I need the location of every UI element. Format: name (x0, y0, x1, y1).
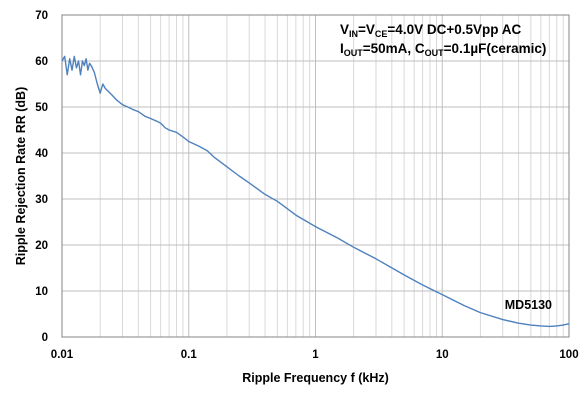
series-line-md5130 (61, 55, 570, 328)
y-axis-title: Ripple Rejection Rate RR (dB) (14, 87, 28, 266)
x-tick-label: 0.1 (181, 349, 198, 361)
note-text: V (340, 22, 349, 37)
y-tick-label: 40 (35, 148, 48, 160)
note-subscript: IN (349, 29, 358, 39)
test-condition-line-2: IOUT=50mA, COUT=0.1µF(ceramic) (340, 41, 546, 58)
x-axis-title: Ripple Frequency f (kHz) (242, 371, 389, 385)
y-tick-label: 10 (35, 286, 48, 298)
plot-frame (61, 14, 570, 338)
x-tick-labels: 0.01 0.1 1 10 100 (51, 349, 579, 361)
y-tick-label: 70 (35, 10, 48, 22)
series-label-md5130: MD5130 (505, 298, 552, 312)
x-tick-label: 0.01 (51, 349, 74, 361)
x-tick-label: 1 (312, 349, 319, 361)
note-subscript: CE (375, 29, 388, 39)
y-tick-label: 50 (35, 102, 48, 114)
y-tick-labels: 0 10 20 30 40 50 60 70 (35, 10, 48, 344)
grid (61, 14, 569, 338)
y-tick-label: 20 (35, 240, 48, 252)
test-condition-line-1: VIN=VCE=4.0V DC+0.5Vpp AC (340, 22, 521, 39)
y-tick-label: 60 (35, 56, 48, 68)
note-text: I (340, 41, 344, 56)
note-text: =0.1µF(ceramic) (444, 41, 547, 56)
note-text: =V (358, 22, 375, 37)
x-tick-label: 100 (559, 349, 578, 361)
note-subscript: OUT (425, 48, 445, 58)
y-tick-label: 0 (42, 332, 48, 344)
note-text: =4.0V DC+0.5Vpp AC (387, 22, 521, 37)
note-subscript: OUT (344, 48, 364, 58)
note-text: =50mA, C (363, 41, 425, 56)
y-tick-label: 30 (35, 194, 48, 206)
x-tick-label: 10 (436, 349, 449, 361)
